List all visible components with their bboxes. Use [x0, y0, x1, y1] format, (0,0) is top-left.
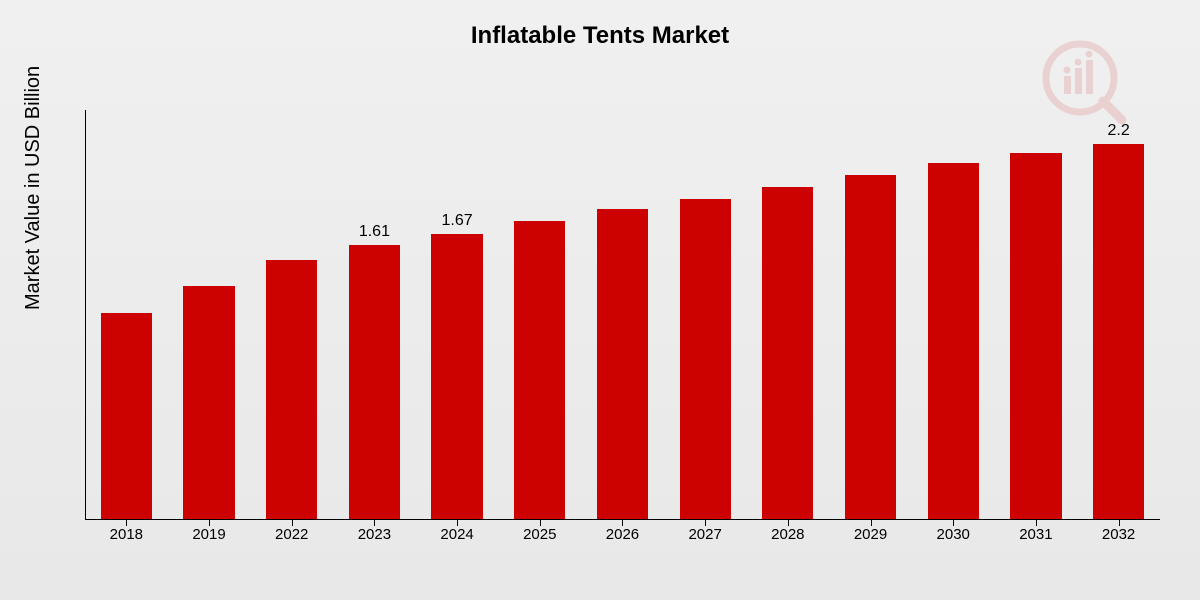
x-tick-label: 2031: [995, 526, 1078, 543]
bar: [597, 209, 648, 519]
x-tick-label: 2030: [912, 526, 995, 543]
x-tick-mark: [457, 520, 458, 526]
x-tick-label: 2032: [1077, 526, 1160, 543]
x-tick-mark: [292, 520, 293, 526]
bar: [680, 199, 731, 519]
y-axis-label: Market Value in USD Billion: [22, 66, 45, 310]
x-tick-mark: [374, 520, 375, 526]
bar: [514, 221, 565, 519]
bar-slot: 1.67: [416, 110, 499, 519]
x-tick-label: 2029: [829, 526, 912, 543]
bar: [1093, 144, 1144, 519]
bar: [762, 187, 813, 519]
x-tick-label: 2018: [85, 526, 168, 543]
x-tick-mark: [705, 520, 706, 526]
x-tick-mark: [540, 520, 541, 526]
bar: [431, 234, 482, 519]
x-tick-mark: [788, 520, 789, 526]
bar-slot: 2.2: [1077, 110, 1160, 519]
bar-slot: [747, 110, 830, 519]
x-labels-group: 2018201920222023202420252026202720282029…: [85, 526, 1160, 543]
bar-slot: [995, 110, 1078, 519]
x-tick-mark: [209, 520, 210, 526]
x-tick-mark: [953, 520, 954, 526]
bar-slot: [829, 110, 912, 519]
x-tick-label: 2026: [581, 526, 664, 543]
x-tick-mark: [622, 520, 623, 526]
bar-slot: [912, 110, 995, 519]
bar: [183, 286, 234, 519]
bar-value-label: 1.61: [359, 223, 390, 241]
x-tick-mark: [871, 520, 872, 526]
bar-slot: [498, 110, 581, 519]
x-tick-mark: [126, 520, 127, 526]
x-tick-label: 2028: [747, 526, 830, 543]
bar: [845, 175, 896, 519]
bar: [928, 163, 979, 519]
bar-slot: [250, 110, 333, 519]
bar: [266, 260, 317, 519]
bar: [1010, 153, 1061, 519]
bar-slot: 1.61: [333, 110, 416, 519]
plot-area: 1.611.672.2 2018201920222023202420252026…: [85, 110, 1160, 520]
bar-slot: [85, 110, 168, 519]
x-tick-label: 2019: [168, 526, 251, 543]
x-tick-mark: [1119, 520, 1120, 526]
x-tick-mark: [1036, 520, 1037, 526]
x-tick-label: 2023: [333, 526, 416, 543]
x-tick-label: 2024: [416, 526, 499, 543]
x-tick-label: 2027: [664, 526, 747, 543]
chart-title: Inflatable Tents Market: [0, 22, 1200, 50]
bar-slot: [664, 110, 747, 519]
bar-slot: [581, 110, 664, 519]
bar-value-label: 2.2: [1107, 122, 1129, 140]
bar-value-label: 1.67: [442, 212, 473, 230]
x-tick-label: 2025: [498, 526, 581, 543]
chart-container: Inflatable Tents Market Market Value in …: [0, 0, 1200, 600]
bars-group: 1.61 1.67 2.2: [85, 110, 1160, 519]
bar: [101, 313, 152, 519]
x-tick-label: 2022: [250, 526, 333, 543]
bar: [349, 245, 400, 519]
bar-slot: [168, 110, 251, 519]
